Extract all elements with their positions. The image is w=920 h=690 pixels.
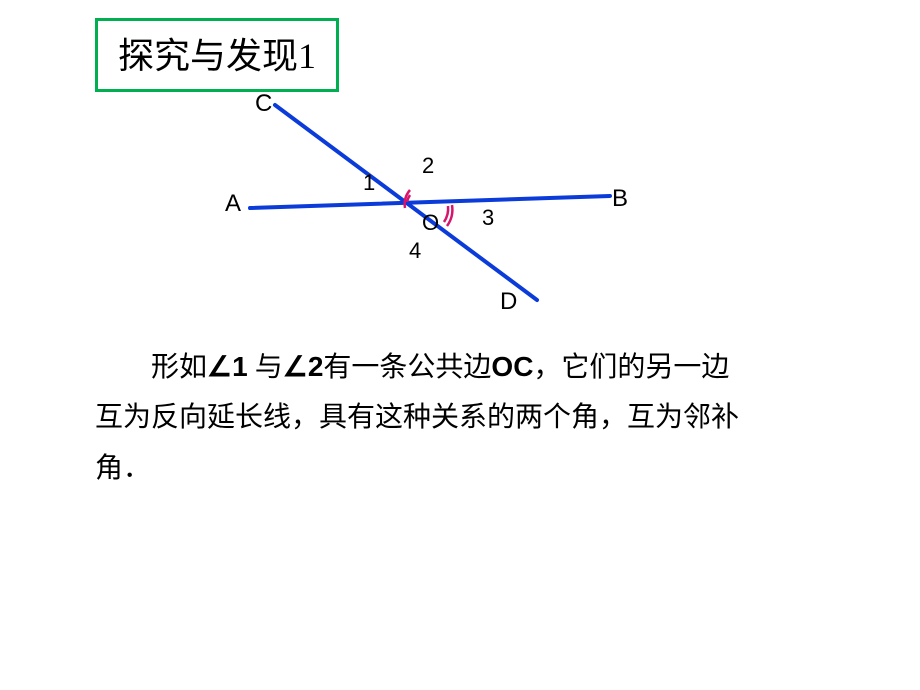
desc-angle2: ∠2 <box>283 351 324 382</box>
point-label-a: A <box>225 190 241 218</box>
page-title: 探究与发现1 <box>118 36 316 76</box>
geometry-diagram: A B C D O 1 2 3 4 <box>200 90 650 320</box>
desc-mid2: 有一条公共边 <box>323 352 491 383</box>
angle-label-1: 1 <box>363 170 375 196</box>
point-label-o: O <box>422 210 439 236</box>
arc-angle-3 <box>444 206 448 222</box>
desc-edge: OC <box>491 351 533 382</box>
point-label-b: B <box>612 185 628 213</box>
description-text: 形如∠1 与∠2有一条公共边OC，它们的另一边互为反向延长线，具有这种关系的两个… <box>95 342 755 494</box>
point-label-c: C <box>255 90 272 118</box>
angle-label-3: 3 <box>482 205 494 231</box>
lines-svg <box>200 90 650 320</box>
desc-mid1: 与 <box>248 352 283 383</box>
title-box: 探究与发现1 <box>95 18 339 92</box>
desc-angle1: ∠1 <box>207 351 248 382</box>
angle-label-2: 2 <box>422 153 434 179</box>
point-label-d: D <box>500 288 517 316</box>
angle-label-4: 4 <box>409 238 421 264</box>
desc-prefix: 形如 <box>95 352 207 383</box>
line-cd <box>275 105 537 300</box>
line-ab <box>250 196 610 208</box>
